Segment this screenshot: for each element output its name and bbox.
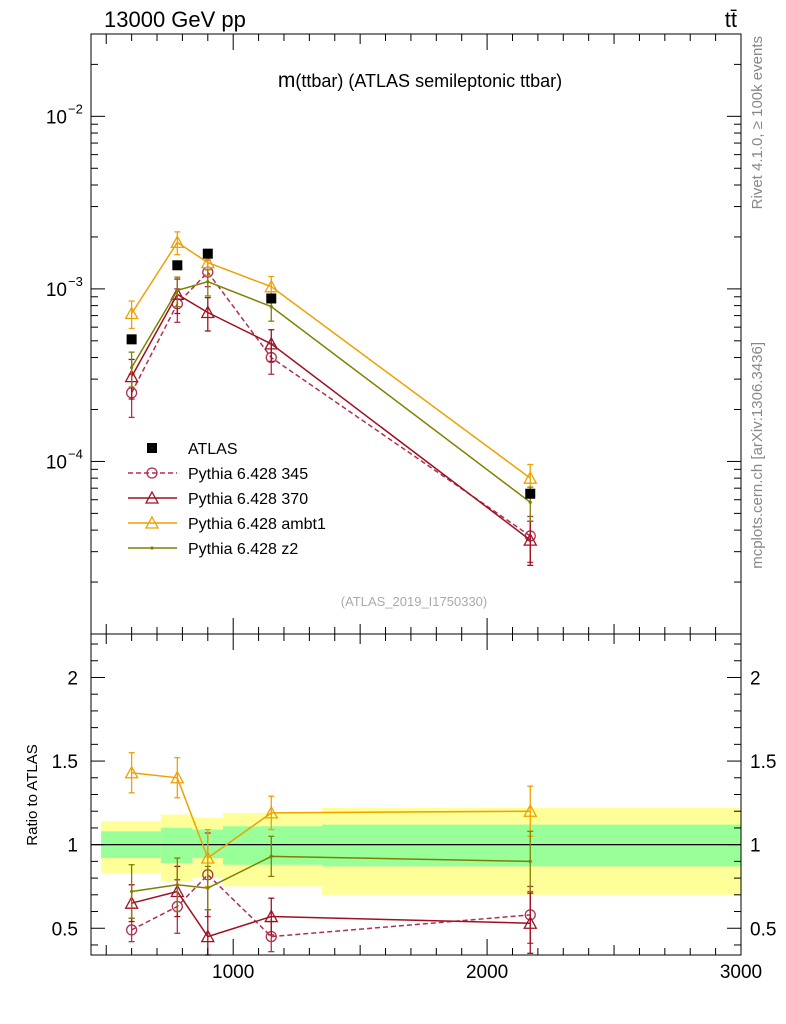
data-point [269,304,273,309]
mcplots-label: mcplots.cern.ch [arXiv:1306.3436] [749,342,766,569]
main-title-m: m [278,69,296,92]
main-title-rest: (ttbar) (ATLAS semileptonic ttbar) [295,71,562,91]
legend-item: Pythia 6.428 370 [128,490,308,508]
ratio-ytick-label-left: 1 [67,836,78,857]
data-point [125,924,138,936]
data-point [130,889,134,894]
data-point [269,854,273,858]
header-process-label: tt̄ [725,7,737,32]
rivet-version-label: Rivet 4.1.0, ≥ 100k events [749,36,766,209]
ratio-ytick-label-right: 2 [750,668,761,689]
legend-label: Pythia 6.428 345 [188,466,308,483]
data-point [206,886,210,890]
ratio-ytick-labels: 2 2 1.5 1.5 1 1 0.5 0.5 [52,668,777,940]
main-series-pythia-6-428-z2 [128,269,534,522]
ratio-series-pythia-6-428-ambt1 [124,752,538,888]
main-ytick-exponent: −3 [68,274,83,289]
data-point [523,915,538,929]
data-point [264,805,279,819]
data-point [200,305,215,319]
legend-label: Pythia 6.428 370 [188,491,308,508]
main-series [124,231,538,566]
ratio-xtick-label: 1000 [212,962,254,983]
legend-item: Pythia 6.428 345 [128,466,308,483]
main-ytick-exponent: −4 [68,446,83,461]
data-point [264,336,279,350]
legend-label: Pythia 6.428 ambt1 [188,516,326,533]
data-point [130,365,134,370]
data-point [264,279,279,293]
data-point [202,248,213,259]
legend-item: ATLAS [147,441,238,458]
data-point [528,859,532,863]
main-ytick-exponent: −2 [68,101,83,116]
main-ytick-label: 10 [46,107,67,128]
ratio-ytick-label-right: 1.5 [750,752,776,773]
data-point [200,929,215,943]
legend-label: ATLAS [188,441,238,458]
legend-item: Pythia 6.428 ambt1 [128,515,326,533]
data-point [172,260,183,271]
ratio-ytick-label-right: 0.5 [750,919,776,940]
data-point [126,334,137,345]
legend-marker [144,490,160,504]
legend-item: Pythia 6.428 z2 [128,541,298,558]
main-ytick-labels: 10−210−310−4 [46,101,83,473]
main-panel: m(ttbar) (ATLAS semileptonic ttbar) (ATL… [46,33,742,635]
data-point [264,909,279,923]
legend-marker [150,546,154,550]
ratio-series-pythia-6-428-z2 [128,830,534,919]
data-point [206,280,210,284]
analysis-id-label: (ATLAS_2019_I1750330) [341,594,487,609]
legend-marker [144,515,160,529]
data-point [124,765,139,779]
ratio-ticks [91,634,742,955]
data-point [266,293,277,304]
main-title: m(ttbar) (ATLAS semileptonic ttbar) [278,69,562,92]
data-point [175,288,179,293]
ratio-band-green [223,826,323,865]
ratio-band-green [160,827,193,864]
data-point [528,500,532,504]
main-ytick-label: 10 [46,280,67,301]
data-point [200,850,215,864]
ratio-ytick-label-left: 0.5 [52,919,78,940]
main-ticks [91,33,742,635]
ratio-ytick-label-left: 2 [67,668,78,689]
data-point [170,235,185,249]
data-point [523,532,538,546]
data-point [175,883,179,887]
ratio-ylabel: Ratio to ATLAS [24,744,41,845]
main-series-atlas [126,248,536,499]
ratio-bands [91,807,741,895]
ratio-ytick-label-right: 1 [750,836,761,857]
data-point [525,488,536,499]
main-ytick-label: 10 [46,452,67,473]
data-point [170,770,185,784]
series-line [130,271,531,537]
header-energy-label: 13000 GeV pp [104,7,246,32]
ratio-xtick-label: 2000 [466,962,508,983]
data-point [523,470,538,484]
data-point [523,803,538,817]
ratio-xtick-label: 3000 [720,962,762,983]
series-line [131,873,531,938]
legend-marker [147,443,157,453]
legend: ATLAS Pythia 6.428 345 Pythia 6.428 370 Pyt… [128,441,326,558]
ratio-xtick-labels: 1000 2000 3000 [212,962,762,983]
ratio-series [124,752,538,956]
data-point [124,306,139,320]
legend-marker [146,467,158,479]
data-point [200,255,215,269]
ratio-panel: 2 2 1.5 1.5 1 1 0.5 0.5 1000 2000 3000 Ratio to A… [24,633,777,983]
legend-label: Pythia 6.428 z2 [188,541,298,558]
ratio-ytick-label-left: 1.5 [52,752,78,773]
series-line [131,890,531,938]
